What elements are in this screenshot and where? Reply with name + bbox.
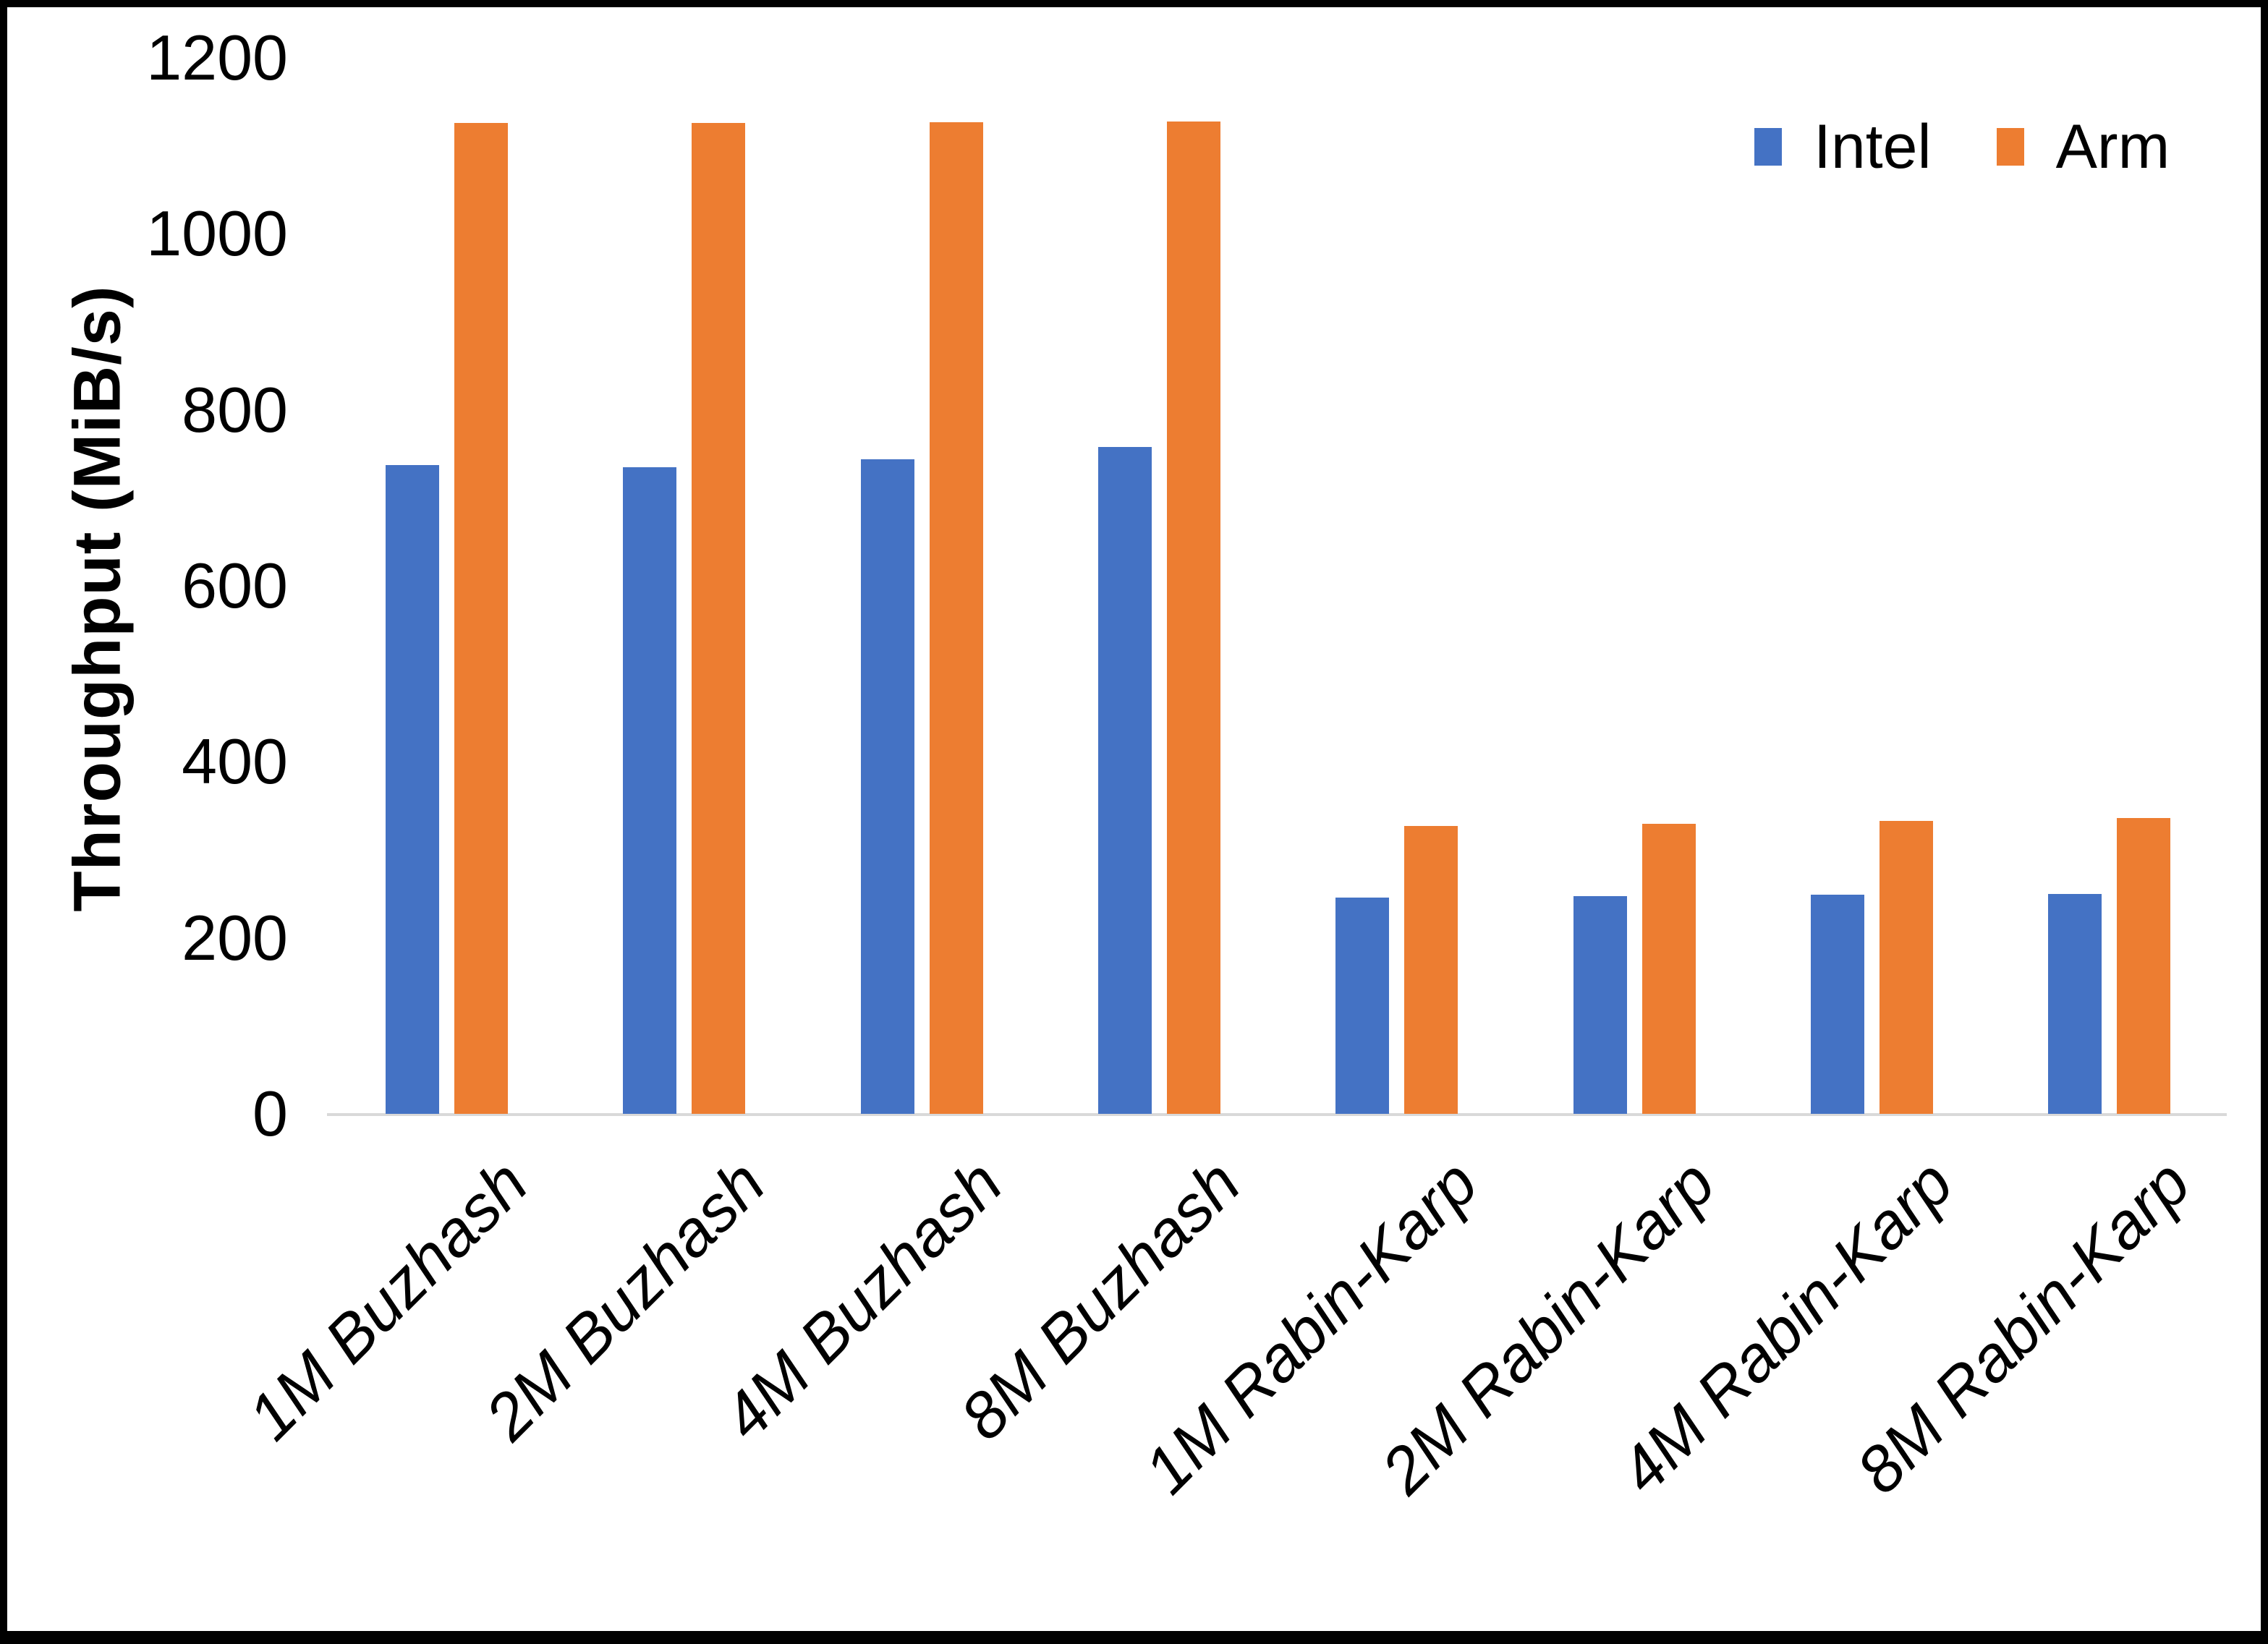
bar-intel-4m-rabin-karp <box>1810 895 1864 1114</box>
legend: Intel Arm <box>1754 116 2170 178</box>
bar-intel-2m-rabin-karp <box>1573 896 1627 1114</box>
y-axis-tick-label: 200 <box>182 901 288 974</box>
bar-intel-1m-rabin-karp <box>1335 897 1390 1114</box>
y-axis-tick-label: 400 <box>182 725 288 798</box>
bar-arm-2m-rabin-karp <box>1641 823 1696 1114</box>
y-axis-tick-label: 600 <box>182 550 288 621</box>
bar-intel-4m-buzhash <box>860 459 914 1114</box>
bar-arm-8m-rabin-karp <box>2117 818 2171 1114</box>
arm-series-swatch-icon <box>1996 128 2024 166</box>
y-axis-tick-label: 1200 <box>146 22 288 93</box>
x-axis-line <box>327 1113 2227 1116</box>
bar-arm-4m-buzhash <box>929 122 983 1114</box>
legend-item-arm: Arm <box>1996 112 2170 182</box>
legend-label-intel: Intel <box>1814 112 1932 182</box>
bar-intel-1m-buzhash <box>386 465 439 1114</box>
bar-arm-1m-rabin-karp <box>1404 826 1458 1114</box>
bar-intel-8m-rabin-karp <box>2048 893 2102 1114</box>
legend-label-arm: Arm <box>2055 112 2170 182</box>
bar-arm-1m-buzhash <box>454 123 508 1114</box>
bar-arm-4m-rabin-karp <box>1879 820 1933 1114</box>
bar-intel-8m-buzhash <box>1097 446 1152 1114</box>
bar-intel-2m-buzhash <box>623 467 677 1114</box>
y-axis-tick-label: 1000 <box>146 197 288 270</box>
legend-item-intel: Intel <box>1754 116 1932 178</box>
bar-arm-2m-buzhash <box>692 123 746 1114</box>
bar-arm-8m-buzhash <box>1166 121 1220 1114</box>
y-axis-tick-label: 800 <box>182 373 288 446</box>
intel-series-swatch-icon <box>1754 128 1782 166</box>
y-axis-tick-label: 0 <box>252 1078 288 1149</box>
